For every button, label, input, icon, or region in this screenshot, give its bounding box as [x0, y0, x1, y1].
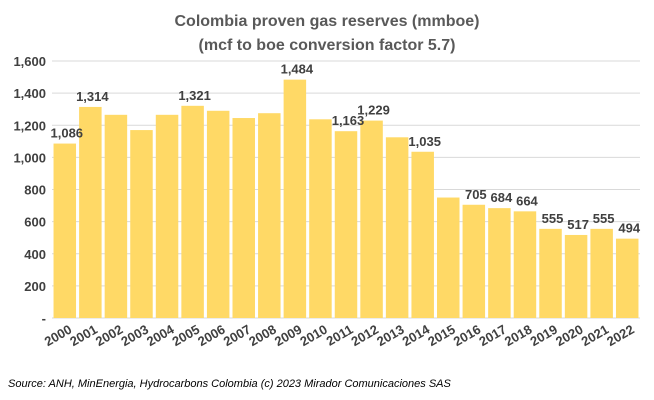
x-axis: 2000200120022003200420052006200720082009… — [42, 321, 637, 349]
y-tick-label: 1,400 — [13, 86, 46, 101]
bar — [437, 197, 460, 318]
y-tick-label: 800 — [24, 183, 46, 198]
bar — [539, 228, 562, 318]
y-axis: - 200 400 600 800 1,000 1,200 1,400 1,600 — [13, 54, 46, 326]
bar — [488, 208, 511, 318]
y-tick-label: - — [42, 311, 46, 326]
data-label: 555 — [542, 211, 564, 226]
bar — [590, 228, 613, 318]
source-note: Source: ANH, MinEnergia, Hydrocarbons Co… — [8, 378, 451, 390]
data-label: 1,035 — [408, 134, 441, 149]
bar — [309, 119, 332, 318]
bar — [334, 131, 358, 318]
y-tick-label: 600 — [24, 215, 46, 230]
bar — [104, 114, 128, 318]
data-label: 1,086 — [51, 126, 84, 141]
data-label: 1,484 — [281, 62, 314, 77]
y-tick-label: 400 — [24, 247, 46, 262]
y-tick-label: 1,000 — [13, 150, 46, 165]
chart-title: Colombia proven gas reserves (mmboe) — [174, 13, 480, 30]
bar — [232, 118, 255, 318]
bar — [615, 238, 639, 318]
data-label: 664 — [516, 193, 538, 208]
bar — [181, 105, 204, 318]
data-label: 517 — [567, 217, 589, 232]
data-label: 684 — [491, 190, 513, 205]
bar — [155, 114, 179, 318]
bar — [385, 137, 409, 318]
data-label: 1,163 — [332, 113, 365, 128]
bar — [283, 79, 307, 318]
bars — [53, 79, 639, 318]
data-label: 1,314 — [76, 89, 109, 104]
chart-subtitle: (mcf to boe conversion factor 5.7) — [198, 37, 456, 54]
x-tick-label: 2022 — [604, 322, 637, 349]
data-label: 1,229 — [357, 103, 390, 118]
data-label: 1,321 — [178, 88, 211, 103]
bar — [206, 110, 230, 318]
bar — [79, 106, 102, 318]
bar — [130, 130, 153, 318]
bar — [258, 113, 281, 318]
bar — [360, 120, 383, 318]
data-label: 555 — [593, 211, 615, 226]
bar — [462, 204, 486, 318]
bar — [513, 211, 537, 318]
bar — [53, 143, 77, 318]
bar — [411, 151, 434, 318]
y-tick-label: 200 — [24, 279, 46, 294]
data-label: 494 — [618, 221, 640, 236]
chart-title-block: Colombia proven gas reserves (mmboe) (mc… — [0, 10, 654, 58]
y-tick-label: 1,600 — [13, 54, 46, 69]
bar — [564, 234, 588, 318]
y-tick-label: 1,200 — [13, 118, 46, 133]
data-label: 705 — [465, 187, 487, 202]
